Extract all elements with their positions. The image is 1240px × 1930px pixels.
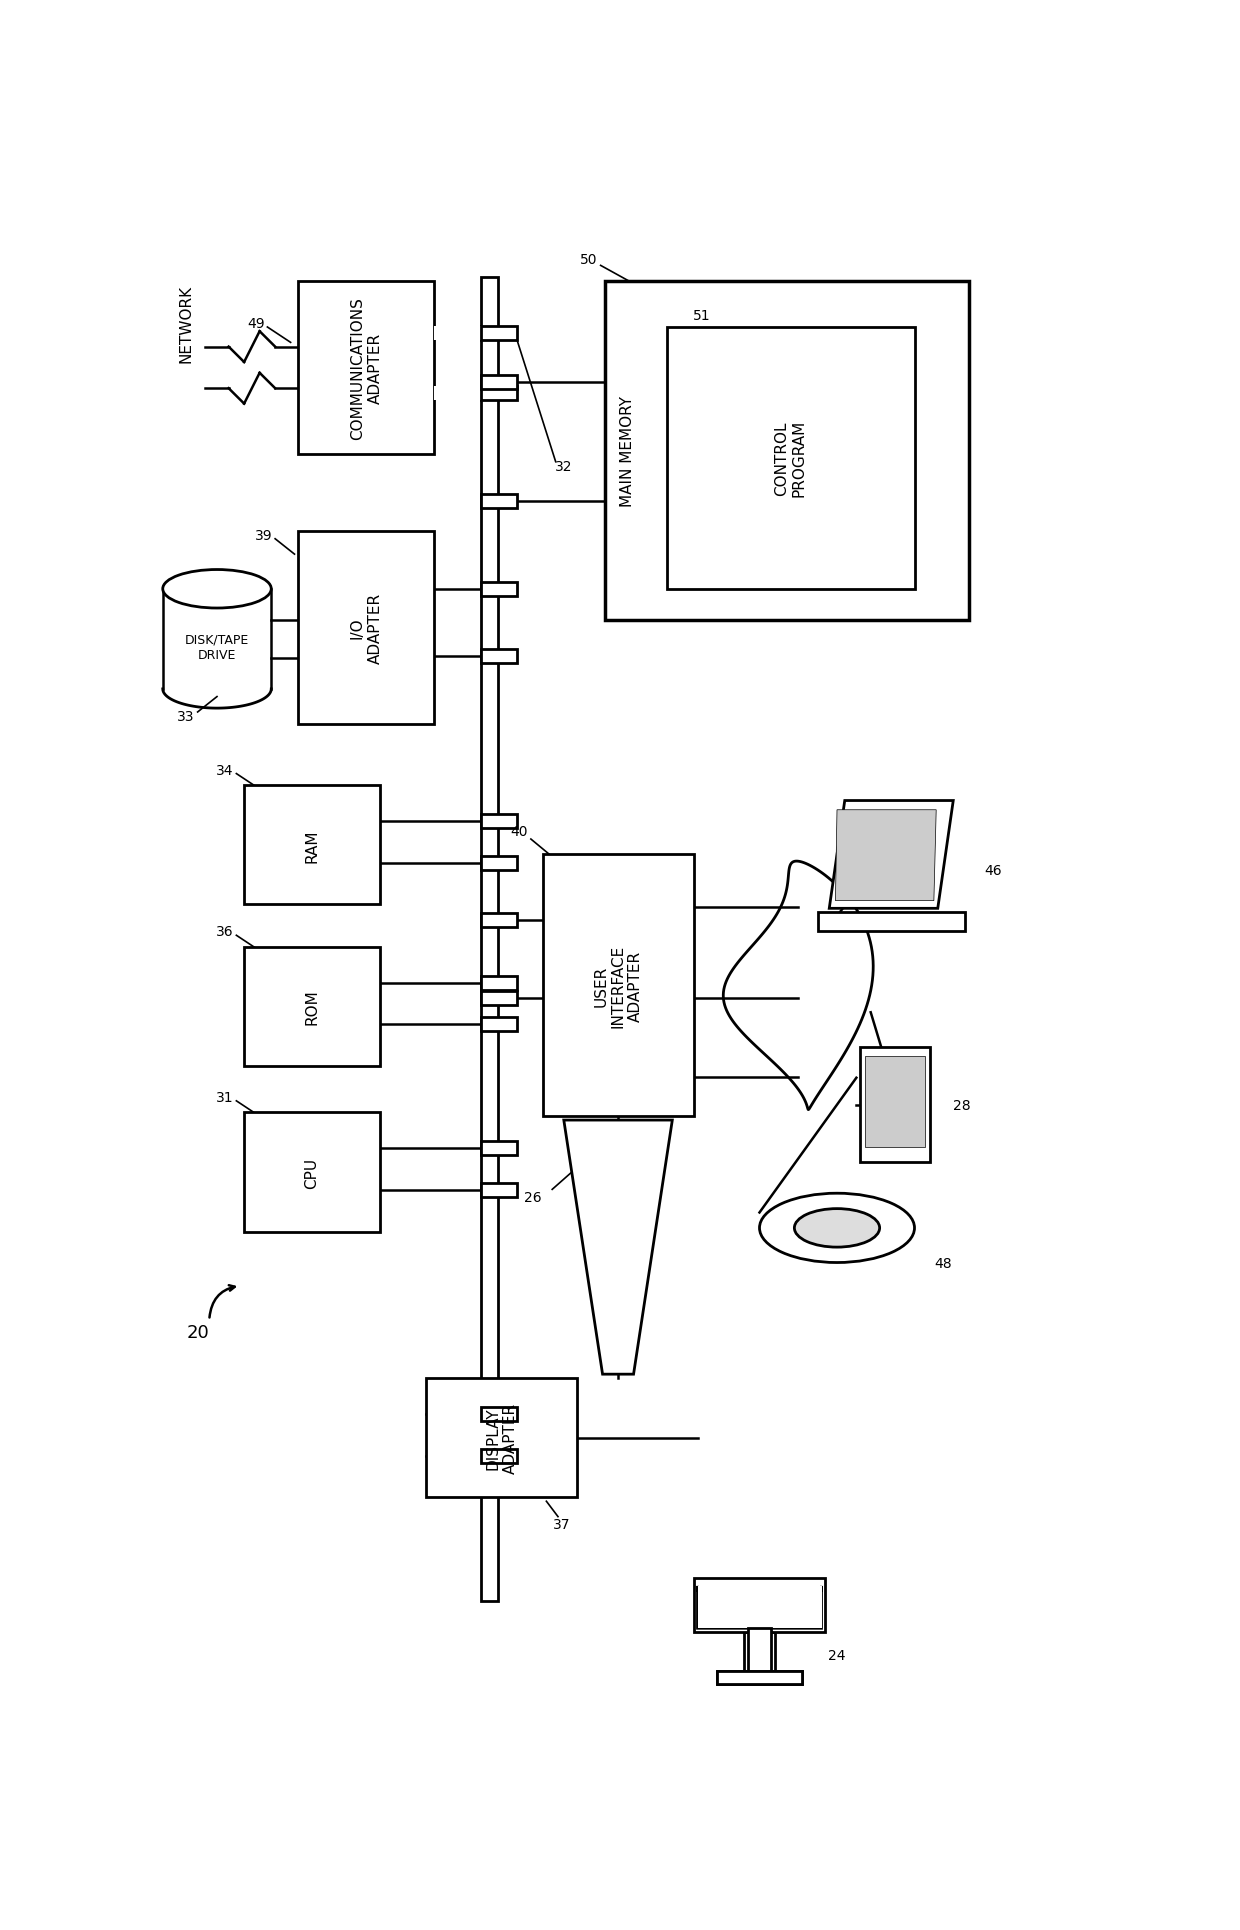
Text: 33: 33 [177,710,195,724]
Polygon shape [748,1629,771,1671]
Bar [744,1633,775,1671]
Bar [481,494,517,510]
Polygon shape [697,1586,821,1629]
Ellipse shape [795,1208,879,1247]
Text: 49: 49 [247,317,264,330]
Text: NETWORK: NETWORK [179,286,193,363]
Polygon shape [564,1121,672,1374]
Text: 32: 32 [554,459,572,473]
Bar [481,814,517,828]
Bar [481,650,517,664]
Text: 24: 24 [828,1648,846,1662]
Text: I/O
ADAPTER: I/O ADAPTER [350,593,382,664]
Text: MAIN MEMORY: MAIN MEMORY [620,396,635,506]
Text: 36: 36 [216,924,233,938]
Text: ROM: ROM [305,988,320,1025]
Polygon shape [817,913,965,932]
Bar [244,1114,379,1231]
Text: 46: 46 [985,863,1002,878]
Text: 40: 40 [511,824,528,840]
Bar [244,948,379,1067]
Bar [667,328,915,589]
Text: 34: 34 [216,764,233,778]
Bar [481,1143,517,1156]
Text: 48: 48 [934,1256,951,1270]
Text: COMMUNICATIONS
ADAPTER: COMMUNICATIONS ADAPTER [350,297,382,440]
Bar [427,1378,578,1498]
Polygon shape [693,1579,826,1633]
Bar [481,278,497,1602]
Text: 26: 26 [525,1191,542,1204]
Polygon shape [717,1671,802,1685]
Text: 28: 28 [954,1098,971,1112]
Bar [481,977,517,990]
Text: 51: 51 [693,309,711,322]
Text: 50: 50 [580,253,598,266]
Text: 20: 20 [186,1324,210,1341]
Text: CPU: CPU [305,1156,320,1189]
Polygon shape [723,861,873,1110]
Bar [244,786,379,905]
Text: CONTROL
PROGRAM: CONTROL PROGRAM [774,421,807,498]
Text: 39: 39 [254,529,273,542]
Bar [299,533,434,724]
Text: DISPLAY
ADAPTER: DISPLAY ADAPTER [486,1403,518,1473]
Polygon shape [697,1586,821,1629]
Bar [481,583,517,596]
Bar [299,282,434,455]
Ellipse shape [759,1193,915,1262]
Bar [481,1183,517,1197]
Polygon shape [861,1048,930,1162]
Bar [481,913,517,926]
Bar [605,282,968,620]
Polygon shape [866,1056,925,1148]
Polygon shape [830,801,954,909]
Bar [481,376,517,390]
Bar [481,992,517,1006]
Text: USER
INTERFACE
ADAPTER: USER INTERFACE ADAPTER [593,944,644,1027]
Bar [481,1407,517,1420]
Bar [434,388,481,401]
Text: 31: 31 [216,1090,233,1104]
Bar [434,326,481,340]
Bar [543,855,693,1117]
Bar [481,1017,517,1033]
Bar [481,1449,517,1463]
Text: 37: 37 [553,1517,570,1532]
Bar [481,388,517,401]
Ellipse shape [162,569,272,608]
Bar [481,857,517,870]
Text: RAM: RAM [305,828,320,863]
Bar [717,1671,802,1685]
Bar [481,326,517,340]
Polygon shape [836,811,936,901]
Text: DISK/TAPE
DRIVE: DISK/TAPE DRIVE [185,633,249,662]
